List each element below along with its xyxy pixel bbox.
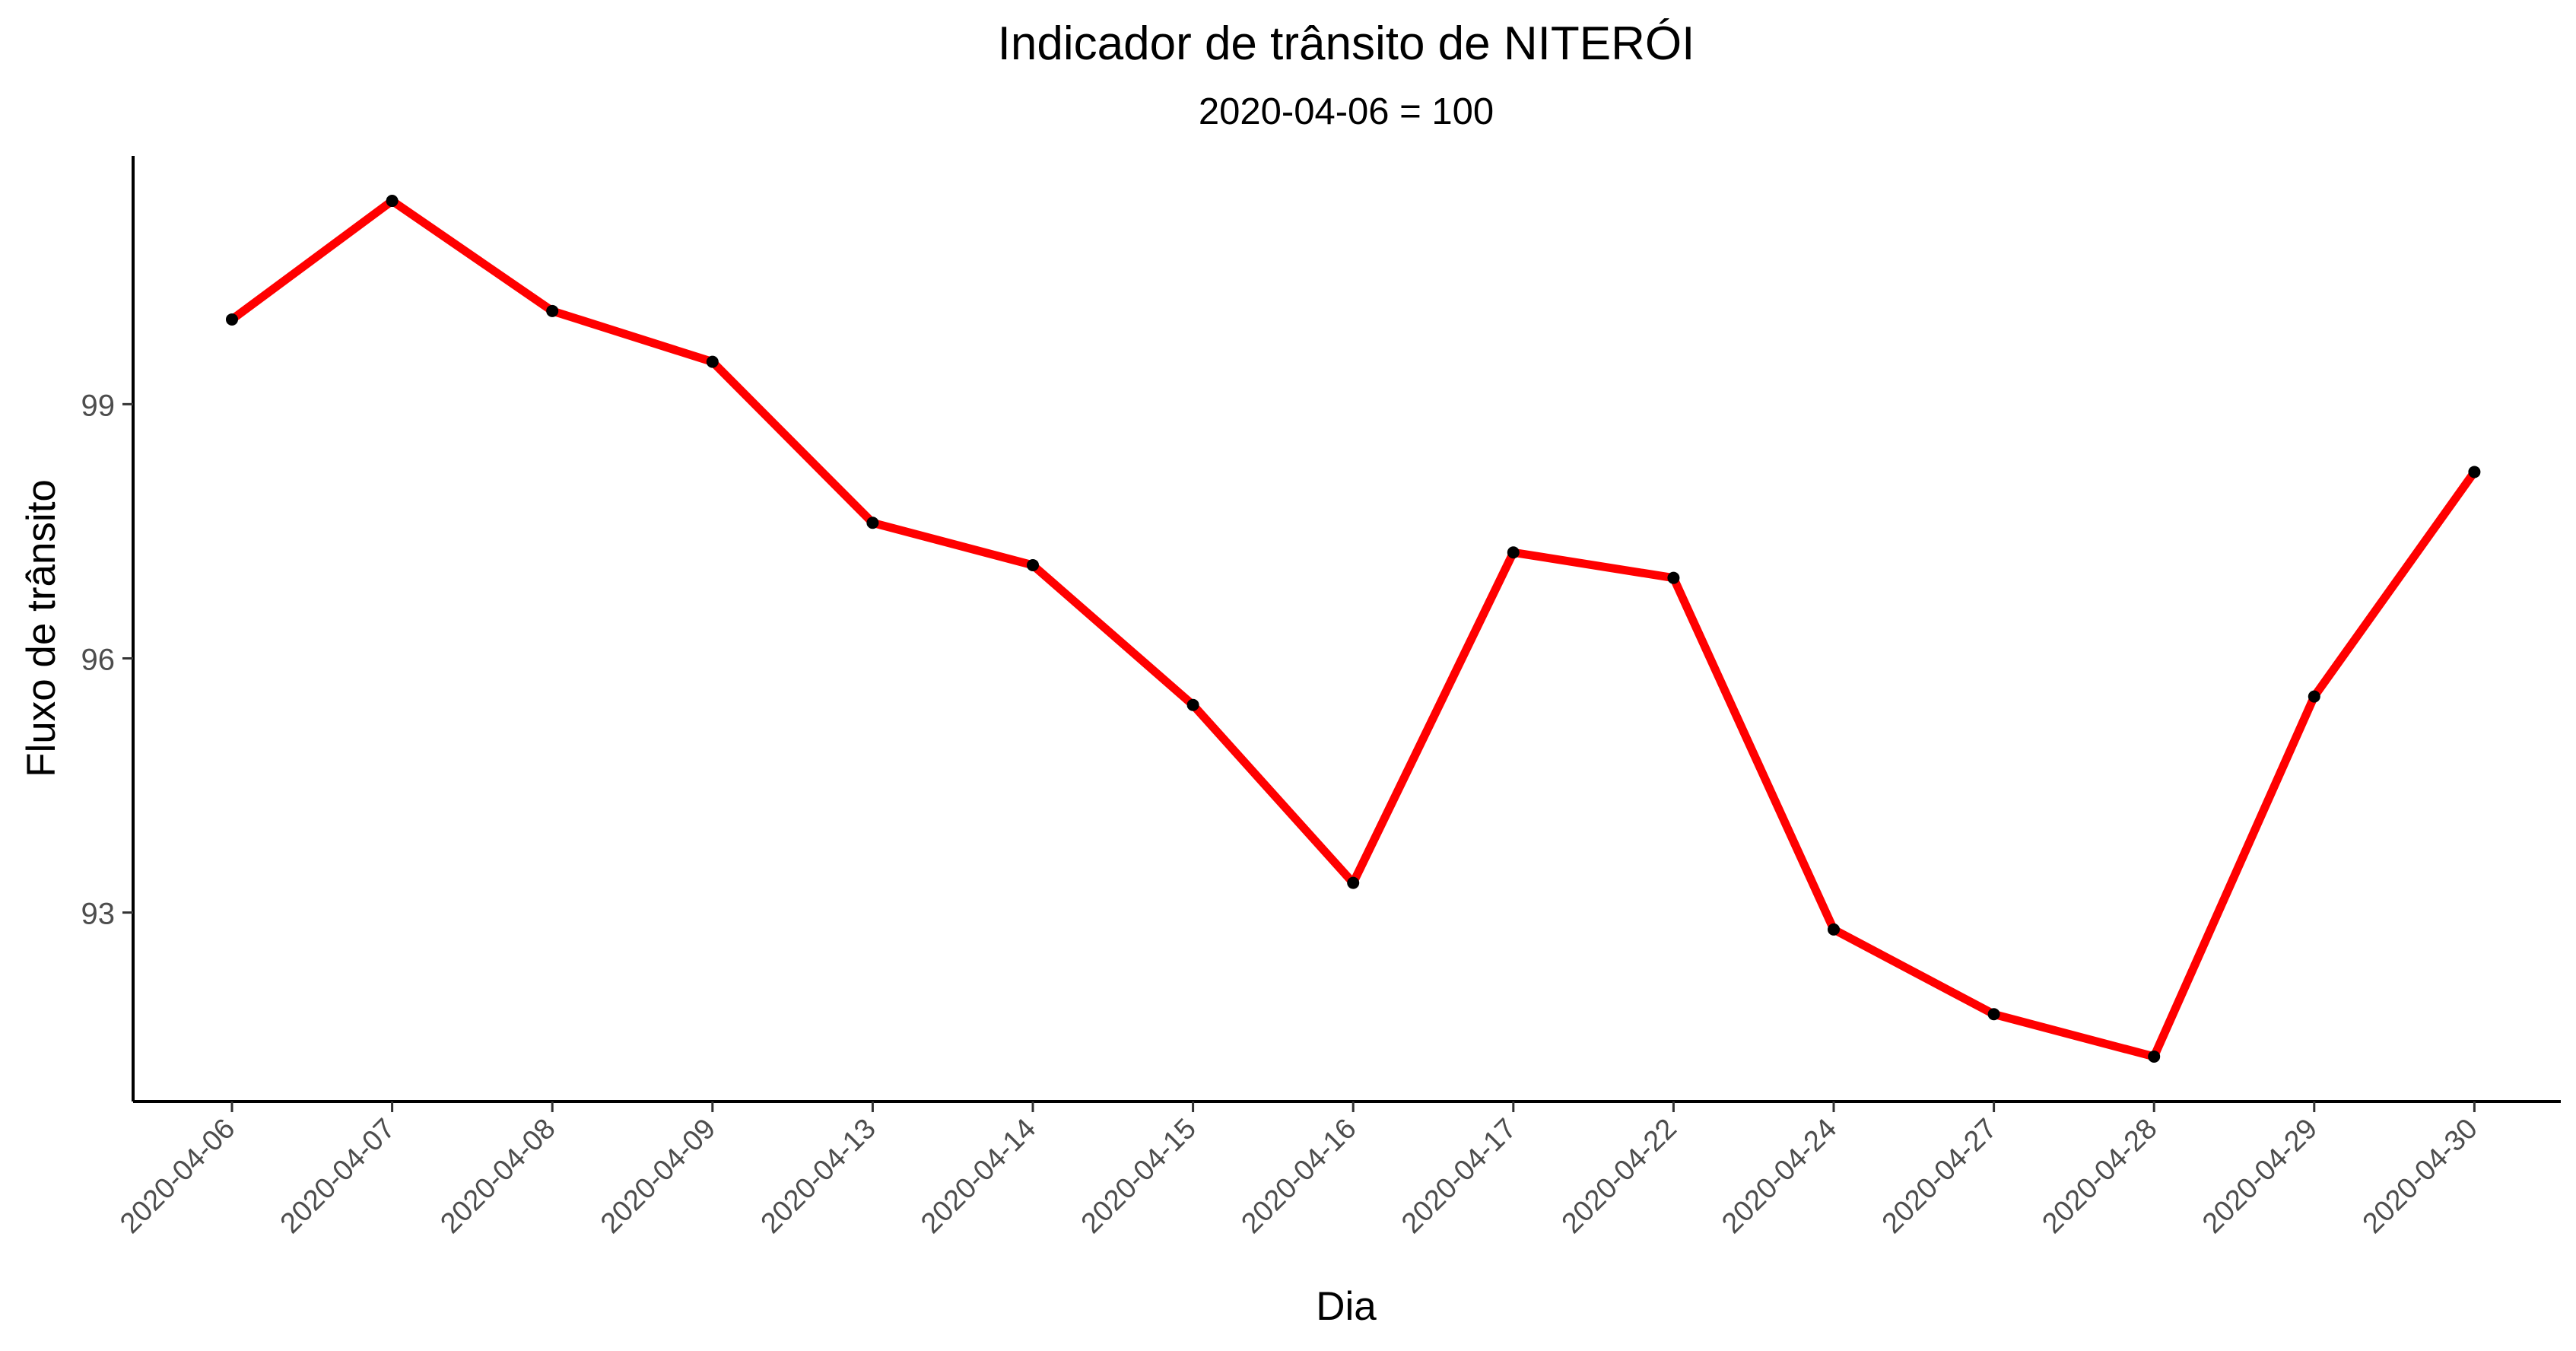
data-point [1828, 923, 1840, 936]
data-point [1186, 698, 1199, 711]
y-tick-label: 96 [81, 643, 116, 676]
y-tick-label: 93 [81, 898, 116, 931]
data-point [1027, 558, 1039, 571]
data-point [546, 304, 559, 317]
data-point [2308, 690, 2320, 703]
data-point [1667, 571, 1680, 584]
data-point [866, 517, 879, 529]
chart-title: Indicador de trânsito de NITERÓI [998, 17, 1695, 70]
chart-subtitle: 2020-04-06 = 100 [1199, 91, 1494, 132]
data-point [226, 313, 238, 326]
data-point [386, 195, 399, 208]
y-tick-label: 99 [81, 389, 116, 422]
data-point [2148, 1050, 2161, 1063]
data-point [1347, 876, 1360, 889]
y-axis: 93 96 99 [81, 156, 135, 1101]
data-point [1507, 546, 1520, 559]
x-axis-title: Dia [1316, 1284, 1377, 1329]
data-point [1987, 1008, 2000, 1021]
data-point [706, 355, 719, 368]
series-layer [226, 195, 2481, 1063]
y-axis-title: Fluxo de trânsito [19, 479, 64, 777]
data-point [2468, 466, 2481, 478]
